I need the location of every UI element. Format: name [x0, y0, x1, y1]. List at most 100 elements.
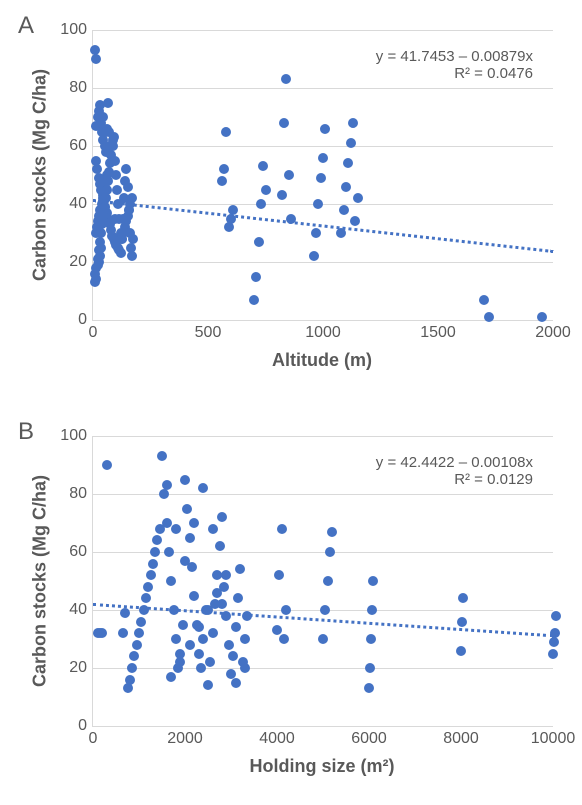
data-point: [95, 237, 105, 247]
data-point: [159, 489, 169, 499]
ytick-label: 80: [69, 485, 87, 503]
data-point: [242, 611, 252, 621]
data-point: [128, 234, 138, 244]
data-point: [254, 237, 264, 247]
data-point: [157, 451, 167, 461]
xtick-label: 0: [89, 730, 98, 748]
data-point: [457, 617, 467, 627]
data-point: [180, 475, 190, 485]
panel-b-plot: y = 42.4422 – 0.00108x R² = 0.0129 02040…: [92, 436, 553, 727]
data-point: [194, 649, 204, 659]
ytick-label: 20: [69, 659, 87, 677]
data-point: [548, 649, 558, 659]
data-point: [97, 628, 107, 638]
panel-a-plot: y = 41.7453 – 0.00879x R² = 0.0476 02040…: [92, 30, 553, 321]
data-point: [281, 74, 291, 84]
data-point: [97, 219, 107, 229]
ytick-label: 40: [69, 195, 87, 213]
data-point: [182, 504, 192, 514]
data-point: [129, 651, 139, 661]
data-point: [221, 611, 231, 621]
data-point: [484, 312, 494, 322]
eq-line2: R² = 0.0476: [454, 65, 533, 82]
data-point: [217, 512, 227, 522]
xtick-label: 2000: [535, 324, 571, 342]
data-point: [277, 190, 287, 200]
ytick-label: 0: [78, 311, 87, 329]
gridline: [93, 726, 553, 727]
xtick-label: 1000: [305, 324, 341, 342]
data-point: [123, 683, 133, 693]
data-point: [166, 672, 176, 682]
ytick-label: 60: [69, 543, 87, 561]
data-point: [110, 214, 120, 224]
panel-a-ylabel: Carbon stocks (Mg C/ha): [30, 69, 51, 281]
xtick-label: 0: [89, 324, 98, 342]
xtick-label: 1500: [420, 324, 456, 342]
data-point: [258, 161, 268, 171]
data-point: [336, 228, 346, 238]
data-point: [346, 138, 356, 148]
data-point: [320, 124, 330, 134]
panel-a-xlabel: Altitude (m): [272, 350, 372, 371]
data-point: [100, 202, 110, 212]
data-point: [102, 460, 112, 470]
data-point: [327, 527, 337, 537]
data-point: [251, 272, 261, 282]
data-point: [221, 570, 231, 580]
data-point: [274, 570, 284, 580]
data-point: [311, 228, 321, 238]
data-point: [231, 622, 241, 632]
data-point: [217, 599, 227, 609]
eq-line2: R² = 0.0129: [454, 471, 533, 488]
data-point: [108, 135, 118, 145]
panel-b-ylabel: Carbon stocks (Mg C/ha): [30, 475, 51, 687]
data-point: [551, 611, 561, 621]
data-point: [198, 483, 208, 493]
data-point: [189, 591, 199, 601]
data-point: [134, 628, 144, 638]
data-point: [148, 559, 158, 569]
xtick-label: 6000: [351, 730, 387, 748]
ytick-label: 80: [69, 79, 87, 97]
data-point: [91, 263, 101, 273]
data-point: [339, 205, 349, 215]
data-point: [171, 524, 181, 534]
data-point: [277, 524, 287, 534]
data-point: [479, 295, 489, 305]
data-point: [102, 185, 112, 195]
data-point: [217, 176, 227, 186]
data-point: [316, 173, 326, 183]
xtick-label: 10000: [531, 730, 576, 748]
data-point: [226, 214, 236, 224]
data-point: [203, 680, 213, 690]
ytick-label: 60: [69, 137, 87, 155]
eq-line1: y = 42.4422 – 0.00108x: [376, 454, 533, 471]
data-point: [224, 222, 234, 232]
data-point: [189, 518, 199, 528]
ytick-label: 0: [78, 717, 87, 735]
ytick-label: 20: [69, 253, 87, 271]
data-point: [162, 480, 172, 490]
data-point: [350, 216, 360, 226]
data-point: [132, 640, 142, 650]
xtick-label: 8000: [443, 730, 479, 748]
data-point: [136, 617, 146, 627]
data-point: [228, 205, 238, 215]
data-point: [127, 663, 137, 673]
data-point: [194, 622, 204, 632]
data-point: [323, 576, 333, 586]
figure: A y = 41.7453 – 0.00879x R² = 0.0476 020…: [0, 0, 582, 805]
xtick-label: 4000: [259, 730, 295, 748]
trend-line: [93, 199, 553, 253]
data-point: [279, 634, 289, 644]
gridline: [93, 668, 553, 669]
data-point: [367, 605, 377, 615]
data-point: [116, 248, 126, 258]
data-point: [124, 205, 134, 215]
data-point: [121, 164, 131, 174]
data-point: [93, 254, 103, 264]
data-point: [164, 547, 174, 557]
data-point: [178, 620, 188, 630]
data-point: [96, 228, 106, 238]
